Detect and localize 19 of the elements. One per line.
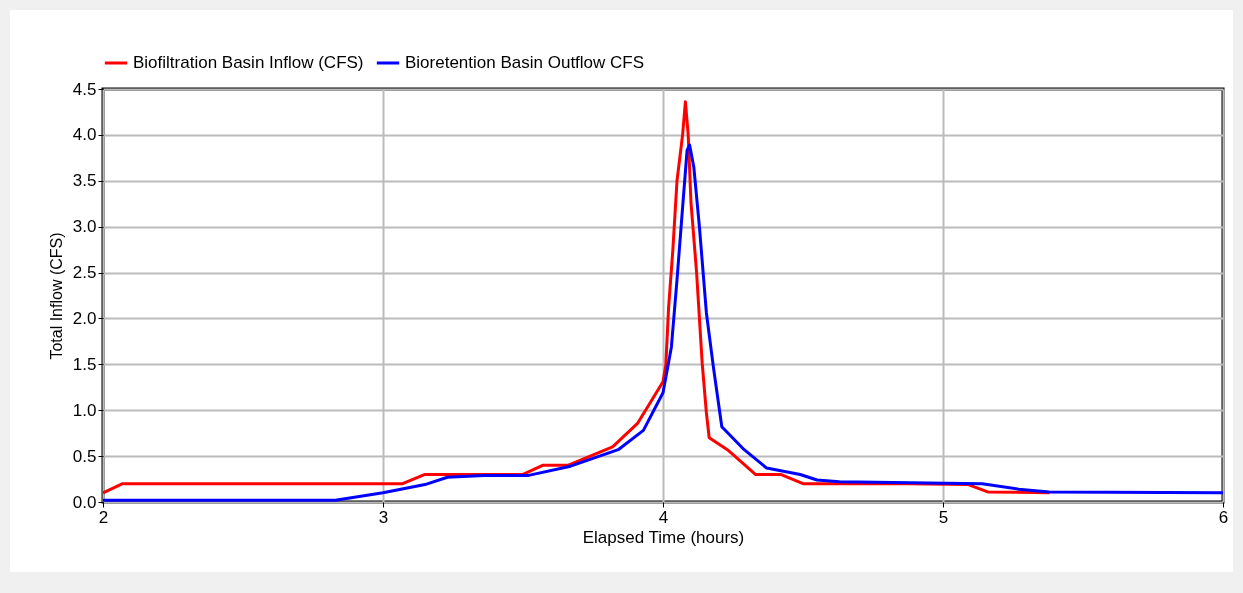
y-tick-label: 1.0	[72, 400, 97, 420]
y-tick-label: 2.5	[72, 263, 97, 283]
y-tick-label: 3.5	[72, 171, 97, 191]
legend-label: Bioretention Basin Outflow CFS	[405, 53, 645, 72]
x-axis-title: Elapsed Time (hours)	[582, 527, 745, 547]
y-tick-label: 3.0	[72, 217, 97, 237]
y-tick-label: 1.5	[72, 354, 97, 374]
y-tick-label: 0.0	[72, 492, 97, 512]
y-tick-label: 4.0	[72, 125, 97, 145]
y-tick-label: 0.5	[72, 446, 97, 466]
x-tick-label: 2	[98, 507, 109, 527]
x-tick-label: 6	[1218, 507, 1229, 527]
x-tick-label: 5	[938, 507, 949, 527]
x-tick-label: 3	[378, 507, 389, 527]
y-tick-label: 4.5	[72, 79, 97, 99]
x-tick-label: 4	[658, 507, 669, 527]
legend-label: Biofiltration Basin Inflow (CFS)	[133, 53, 364, 72]
y-tick-label: 2.0	[72, 308, 97, 328]
y-axis-title: Total Inflow (CFS)	[47, 232, 65, 360]
